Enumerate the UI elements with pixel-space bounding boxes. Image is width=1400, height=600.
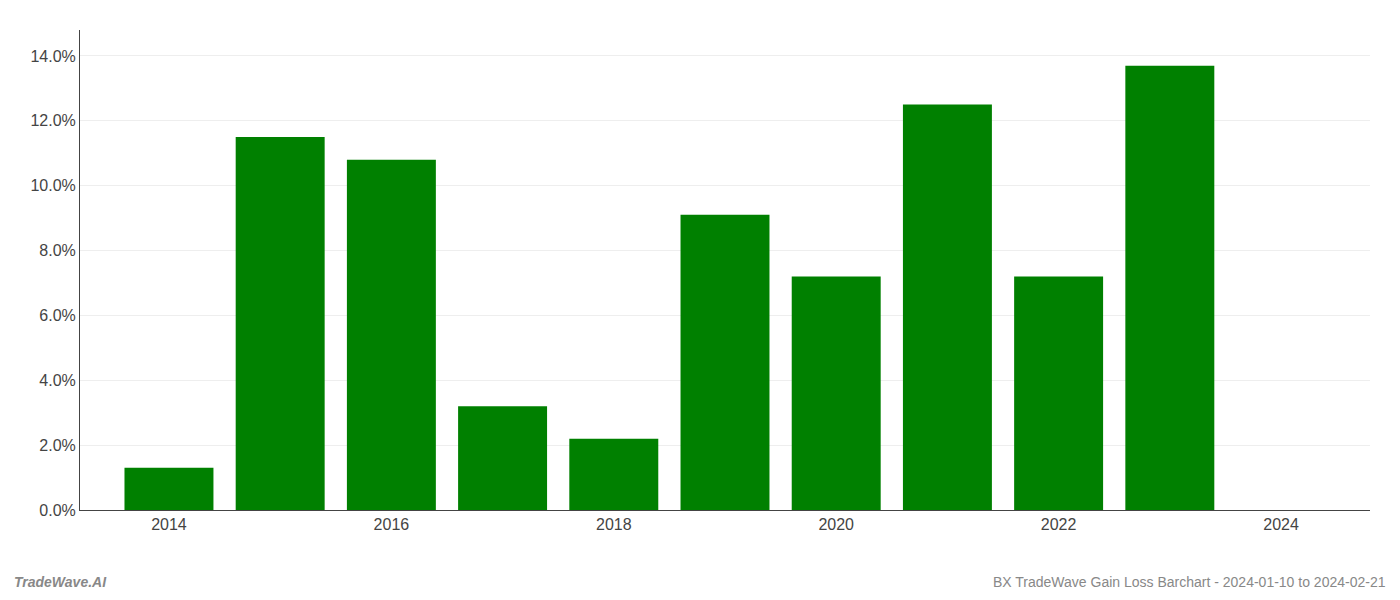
svg-text:2016: 2016 (374, 516, 410, 533)
svg-text:8.0%: 8.0% (39, 242, 75, 259)
svg-text:6.0%: 6.0% (39, 307, 75, 324)
svg-text:2018: 2018 (596, 516, 632, 533)
svg-text:10.0%: 10.0% (30, 177, 75, 194)
svg-text:BX TradeWave Gain Loss Barchar: BX TradeWave Gain Loss Barchart - 2024-0… (993, 574, 1386, 590)
svg-text:2.0%: 2.0% (39, 437, 75, 454)
svg-text:12.0%: 12.0% (30, 112, 75, 129)
svg-text:2020: 2020 (818, 516, 854, 533)
svg-text:2022: 2022 (1041, 516, 1077, 533)
svg-text:TradeWave.AI: TradeWave.AI (14, 574, 107, 590)
svg-text:14.0%: 14.0% (30, 48, 75, 65)
svg-text:0.0%: 0.0% (39, 502, 75, 519)
svg-text:4.0%: 4.0% (39, 372, 75, 389)
svg-text:2014: 2014 (151, 516, 187, 533)
svg-text:2024: 2024 (1263, 516, 1299, 533)
